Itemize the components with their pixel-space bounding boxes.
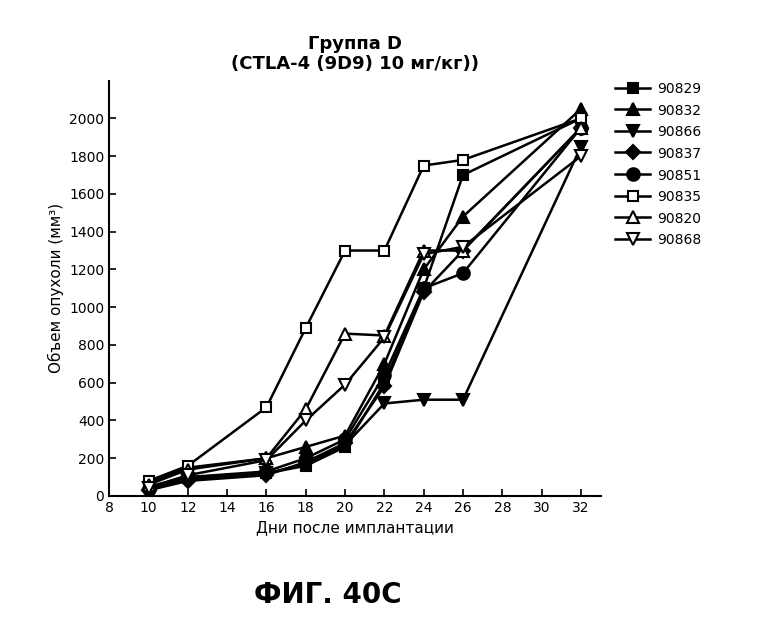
90835	[459, 156, 468, 164]
90820	[459, 247, 468, 254]
90866	[576, 143, 586, 151]
90835	[380, 247, 389, 254]
90851	[340, 436, 349, 443]
Line: 90866: 90866	[142, 141, 587, 495]
90832	[419, 266, 428, 273]
Line: 90829: 90829	[144, 113, 586, 492]
90829	[183, 474, 193, 481]
90837	[459, 247, 468, 254]
90837	[576, 124, 586, 131]
90837	[183, 477, 193, 485]
90866	[419, 396, 428, 404]
90868	[380, 334, 389, 341]
90868	[262, 456, 271, 464]
Text: ФИГ. 40C: ФИГ. 40C	[254, 581, 402, 609]
90868	[183, 471, 193, 479]
90820	[340, 330, 349, 337]
90829	[262, 469, 271, 477]
90820	[144, 481, 153, 489]
90835	[576, 115, 586, 122]
90832	[576, 105, 586, 113]
90837	[144, 487, 153, 494]
X-axis label: Дни после имплантации: Дни после имплантации	[256, 520, 454, 536]
90868	[144, 484, 153, 491]
90835	[183, 462, 193, 469]
Line: 90835: 90835	[144, 113, 586, 485]
90851	[576, 124, 586, 131]
90866	[340, 441, 349, 449]
90851	[144, 485, 153, 493]
90851	[301, 454, 310, 462]
90837	[419, 288, 428, 296]
90829	[144, 483, 153, 490]
90837	[340, 440, 349, 447]
90835	[419, 162, 428, 169]
90851	[183, 474, 193, 481]
90820	[380, 332, 389, 339]
90868	[340, 381, 349, 388]
90851	[262, 467, 271, 475]
90820	[301, 405, 310, 413]
90868	[301, 417, 310, 424]
Title: Группа D
(CTLA-4 (9D9) 10 мг/кг)): Группа D (CTLA-4 (9D9) 10 мг/кг))	[231, 35, 479, 74]
90837	[262, 471, 271, 479]
90835	[301, 324, 310, 332]
90851	[459, 270, 468, 277]
90829	[340, 443, 349, 451]
90829	[380, 379, 389, 386]
90820	[419, 247, 428, 254]
90832	[262, 454, 271, 462]
90832	[380, 360, 389, 368]
90866	[262, 469, 271, 477]
90868	[459, 243, 468, 250]
90832	[340, 432, 349, 440]
Legend: 90829, 90832, 90866, 90837, 90851, 90835, 90820, 90868: 90829, 90832, 90866, 90837, 90851, 90835…	[612, 79, 704, 250]
90837	[301, 458, 310, 466]
Line: 90832: 90832	[142, 103, 587, 489]
90832	[144, 479, 153, 487]
90829	[419, 285, 428, 292]
90829	[459, 171, 468, 179]
90866	[183, 476, 193, 483]
Y-axis label: Объем опухоли (мм³): Объем опухоли (мм³)	[48, 203, 63, 373]
90832	[301, 443, 310, 451]
90832	[183, 464, 193, 471]
90835	[144, 477, 153, 485]
90820	[576, 124, 586, 131]
90868	[576, 153, 586, 160]
90835	[262, 404, 271, 411]
90851	[419, 285, 428, 292]
90837	[380, 383, 389, 390]
Line: 90851: 90851	[142, 122, 587, 495]
Line: 90837: 90837	[144, 123, 586, 495]
90866	[301, 460, 310, 467]
90832	[459, 213, 468, 220]
90820	[262, 454, 271, 462]
90851	[380, 371, 389, 379]
Line: 90868: 90868	[142, 150, 587, 494]
90866	[144, 485, 153, 492]
90820	[183, 466, 193, 473]
90866	[380, 400, 389, 407]
90829	[301, 462, 310, 469]
90866	[459, 396, 468, 404]
90829	[576, 115, 586, 122]
Line: 90820: 90820	[142, 122, 587, 491]
90835	[340, 247, 349, 254]
90868	[419, 250, 428, 258]
